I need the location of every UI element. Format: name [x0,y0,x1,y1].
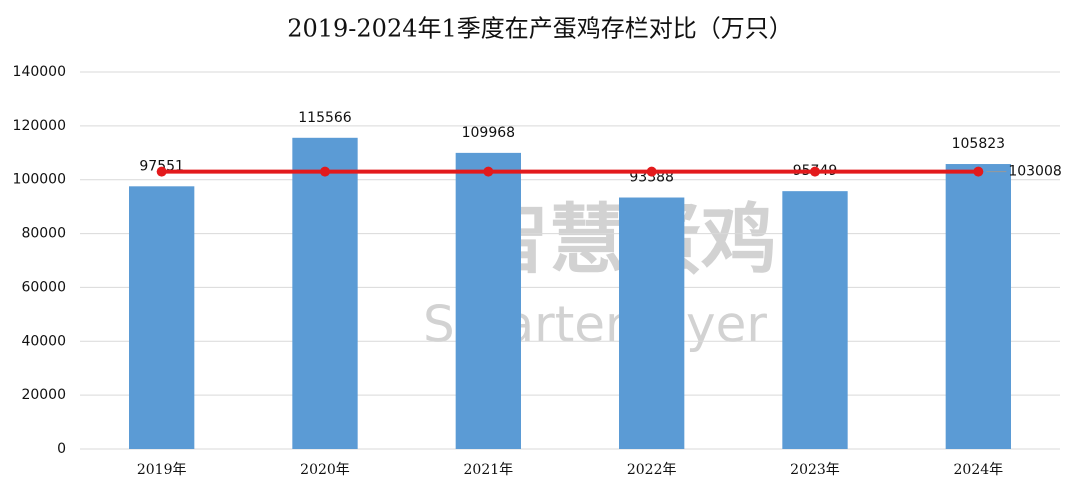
data-label: 109968 [462,125,515,141]
y-tick-label: 80000 [21,226,66,242]
bar [782,191,848,449]
line-point [320,166,330,177]
bar [292,137,358,449]
y-tick-label: 120000 [13,118,66,134]
data-label: 105823 [952,136,1005,152]
x-tick-label: 2019年 [137,462,187,478]
y-tick-label: 140000 [13,64,66,80]
y-tick-label: 0 [57,441,66,457]
x-tick-label: 2024年 [954,462,1004,478]
chart-title: 2019-2024年1季度在产蛋鸡存栏对比（万只） [287,15,793,43]
bar [619,197,685,449]
data-label: 115566 [298,110,352,126]
line-point [646,166,657,177]
bar [455,152,521,449]
x-tick-label: 2023年 [790,462,840,478]
y-tick-label: 40000 [21,333,66,349]
line-point [483,166,494,177]
y-tick-label: 20000 [21,387,66,403]
x-tick-label: 2020年 [300,462,350,478]
x-tick-label: 2022年 [627,462,677,478]
x-tick-label: 2021年 [464,462,514,478]
data-label: 103008 [1008,164,1061,180]
line-point [156,166,167,177]
line-point [810,166,820,177]
y-tick-label: 100000 [13,172,66,188]
y-tick-label: 60000 [21,279,66,295]
bar [945,164,1011,449]
bar [129,186,195,450]
line-point [973,166,984,177]
